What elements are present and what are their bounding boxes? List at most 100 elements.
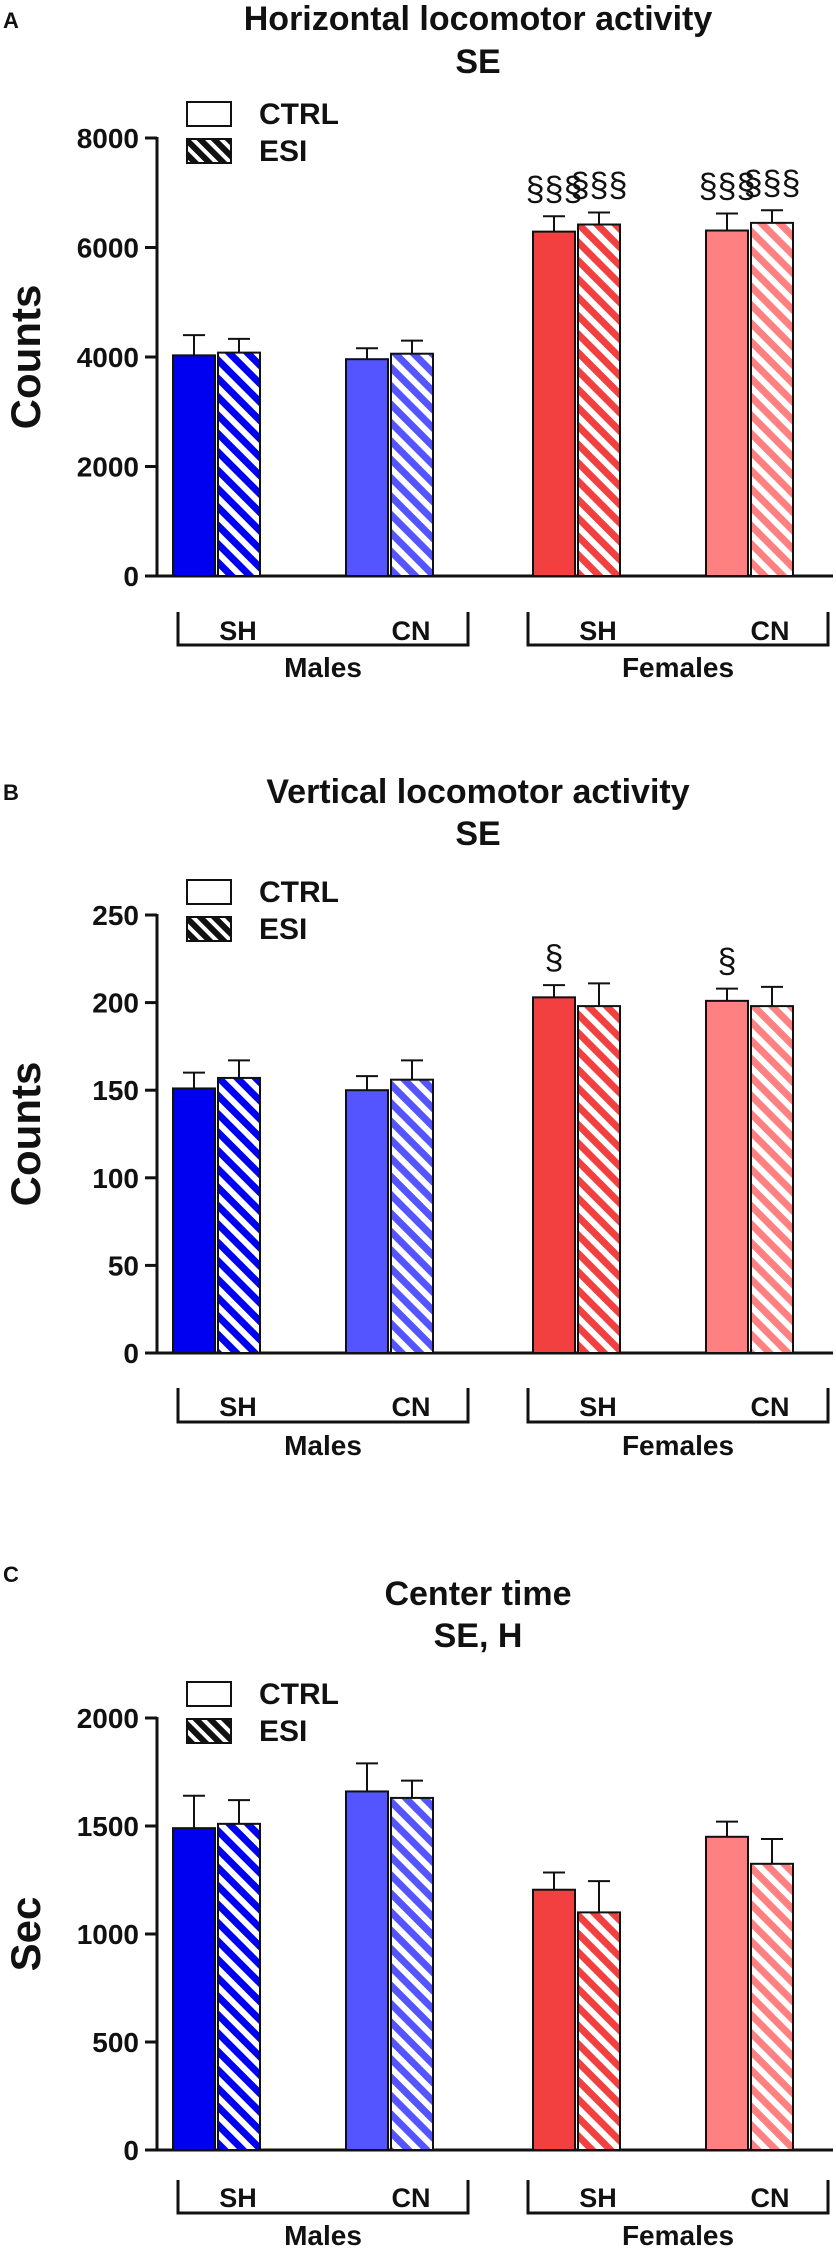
legend-label-ctrl: CTRL (259, 876, 339, 909)
x-tick-label: CN (751, 2183, 790, 2213)
legend-label-ctrl: CTRL (259, 1678, 339, 1711)
chart-panel-a: A Horizontal locomotor activity SE Counts 0 2… (2, 0, 833, 683)
chart-panel-b: B Vertical locomotor activity SE Counts 0 50 1… (2, 773, 833, 1461)
legend-swatch-esi (186, 1718, 232, 1744)
group-label-males: Males (284, 1430, 362, 1461)
legend-swatch-esi (186, 138, 232, 164)
bar-ctrl-males-cn (345, 1790, 389, 2151)
chart-title: Horizontal locomotor activity (244, 0, 713, 38)
bar-ctrl-males-sh (172, 354, 216, 578)
bar-ctrl-males-cn (345, 358, 389, 577)
bar-ctrl-females-cn (705, 229, 749, 577)
x-tick-label: SH (579, 2183, 617, 2213)
y-tick-label: 100 (92, 1163, 139, 1194)
x-tick-label: CN (392, 616, 431, 646)
bar-ctrl-males-sh (172, 1827, 216, 2152)
bar-ctrl-females-sh (532, 230, 576, 577)
bracket-females (526, 1388, 830, 1424)
bar-ctrl-males-cn (345, 1089, 389, 1354)
legend: CTRL ESI (186, 1678, 339, 1748)
y-tick-label: 200 (92, 988, 139, 1019)
legend-swatch-esi (186, 916, 232, 942)
chart-title: Center time (384, 1575, 571, 1613)
bracket-females (526, 612, 830, 647)
significance-mark: § (718, 943, 737, 981)
bar-esi-females-cn (750, 1862, 794, 2152)
legend-swatch-ctrl (186, 1681, 232, 1707)
bar-esi-females-sh (577, 1005, 621, 1354)
y-tick-label: 4000 (77, 342, 139, 373)
group-label-females: Females (622, 1430, 734, 1461)
chart-title: Vertical locomotor activity (266, 773, 689, 811)
group-label-males: Males (284, 652, 362, 683)
chart-subtitle: SE, H (434, 1617, 523, 1655)
significance-mark: §§§ (699, 168, 756, 206)
y-tick-label: 2000 (77, 1703, 139, 1734)
y-tick-label: 1000 (77, 1919, 139, 1950)
significance-mark: §§§ (571, 166, 628, 204)
x-tick-label: SH (579, 616, 617, 646)
bar-esi-males-sh (217, 1822, 261, 2151)
y-tick-label: 250 (92, 900, 139, 931)
chart-subtitle: SE (455, 815, 500, 853)
legend: CTRL ESI (186, 98, 339, 168)
y-tick-label: 6000 (77, 233, 139, 264)
x-tick-label: CN (751, 616, 790, 646)
bar-ctrl-females-cn (705, 999, 749, 1355)
significance-mark: § (545, 939, 564, 977)
y-axis-label: Counts (2, 1062, 49, 1207)
bracket-males (176, 612, 470, 647)
y-tick-label: 1500 (77, 1811, 139, 1842)
significance-mark: §§§ (526, 170, 583, 208)
bar-esi-males-cn (390, 1078, 434, 1354)
bracket-females (526, 2180, 830, 2215)
bar-esi-females-cn (750, 221, 794, 578)
y-axis-label: Counts (2, 285, 49, 430)
legend-swatch-ctrl (186, 101, 232, 127)
chart-subtitle: SE (455, 43, 500, 81)
x-tick-label: CN (751, 1392, 790, 1422)
y-tick-label: 0 (123, 561, 139, 592)
y-tick-label: 8000 (77, 123, 139, 154)
y-tick-label: 150 (92, 1075, 139, 1106)
bar-esi-females-sh (577, 223, 621, 577)
panel-letter: C (3, 1562, 19, 1587)
bar-esi-females-cn (750, 1005, 794, 1354)
bar-ctrl-females-sh (532, 1888, 576, 2151)
bar-esi-females-sh (577, 1911, 621, 2152)
x-tick-label: CN (392, 1392, 431, 1422)
group-label-males: Males (284, 2220, 362, 2251)
group-label-females: Females (622, 652, 734, 683)
group-label-females: Females (622, 2220, 734, 2251)
bracket-males (176, 2180, 470, 2215)
y-tick-label: 0 (123, 2135, 139, 2166)
panel-letter: A (3, 8, 19, 33)
bar-ctrl-females-cn (705, 1835, 749, 2152)
bar-ctrl-males-sh (172, 1087, 216, 1354)
chart-panel-c: C Center time SE, H Sec 0 500 1000 1500 2000 CTRL… (2, 1562, 833, 2251)
x-tick-label: SH (219, 2183, 257, 2213)
y-tick-label: 50 (108, 1250, 139, 1281)
y-tick-label: 500 (92, 2027, 139, 2058)
bar-esi-males-cn (390, 1796, 434, 2152)
panel-letter: B (3, 780, 19, 805)
bar-ctrl-females-sh (532, 996, 576, 1354)
bar-esi-males-sh (217, 1076, 261, 1355)
x-tick-label: SH (219, 616, 257, 646)
significance-mark: §§§ (744, 164, 801, 202)
y-tick-label: 2000 (77, 452, 139, 483)
bar-esi-males-cn (390, 352, 434, 577)
legend-label-esi: ESI (259, 1715, 307, 1748)
legend-label-esi: ESI (259, 913, 307, 946)
bar-esi-males-sh (217, 351, 261, 577)
legend: CTRL ESI (186, 876, 339, 946)
x-tick-label: SH (219, 1392, 257, 1422)
legend-label-esi: ESI (259, 135, 307, 168)
x-tick-label: CN (392, 2183, 431, 2213)
legend-swatch-ctrl (186, 879, 232, 905)
bracket-males (176, 1388, 470, 1424)
x-tick-label: SH (579, 1392, 617, 1422)
y-tick-label: 0 (123, 1338, 139, 1369)
legend-label-ctrl: CTRL (259, 98, 339, 131)
